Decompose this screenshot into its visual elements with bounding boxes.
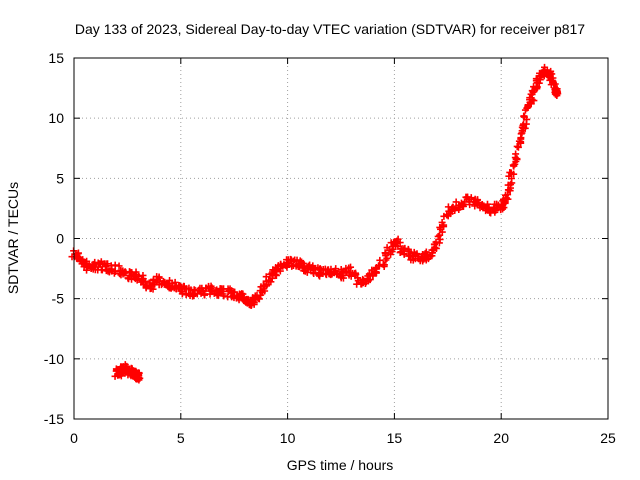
- data-point: [133, 369, 144, 384]
- x-tick-label: 0: [70, 430, 78, 446]
- y-tick-label: 15: [48, 50, 64, 66]
- data-point: [357, 270, 377, 288]
- y-tick-label: -5: [52, 291, 65, 307]
- data-point: [247, 291, 261, 309]
- data-point: [475, 200, 493, 215]
- data-point: [551, 84, 562, 100]
- data-point: [432, 207, 453, 247]
- y-tick-label: -15: [44, 411, 64, 427]
- grid-lines: [74, 58, 608, 419]
- data-point: [486, 200, 505, 217]
- y-tick-label: 10: [48, 110, 64, 126]
- y-tick-label: 0: [56, 231, 64, 247]
- y-axis-label: SDTVAR / TECUs: [5, 182, 21, 294]
- data-point: [465, 194, 484, 212]
- x-tick-label: 25: [600, 430, 616, 446]
- x-tick-label: 15: [387, 430, 403, 446]
- data-point: [133, 271, 151, 292]
- axis-ticks: 0 5 10 15 20 25 -15 -10 -5 0 5 10 15: [44, 50, 616, 446]
- data-point: [124, 268, 140, 283]
- data-point: [509, 135, 525, 169]
- x-tick-label: 5: [177, 430, 185, 446]
- y-tick-label: -10: [44, 351, 64, 367]
- x-tick-label: 20: [493, 430, 509, 446]
- y-tick-label: 5: [56, 170, 64, 186]
- data-point: [326, 265, 346, 280]
- data-point: [380, 239, 398, 269]
- data-point: [155, 273, 175, 292]
- data-point: [517, 112, 531, 142]
- data-points: [68, 63, 562, 384]
- data-point: [455, 193, 472, 211]
- data-point: [390, 235, 409, 257]
- x-tick-label: 10: [280, 430, 296, 446]
- x-axis-label: GPS time / hours: [287, 457, 394, 473]
- data-point: [443, 198, 463, 220]
- data-point: [497, 191, 512, 214]
- data-point: [422, 240, 440, 264]
- chart-title: Day 133 of 2023, Sidereal Day-to-day VTE…: [75, 21, 585, 37]
